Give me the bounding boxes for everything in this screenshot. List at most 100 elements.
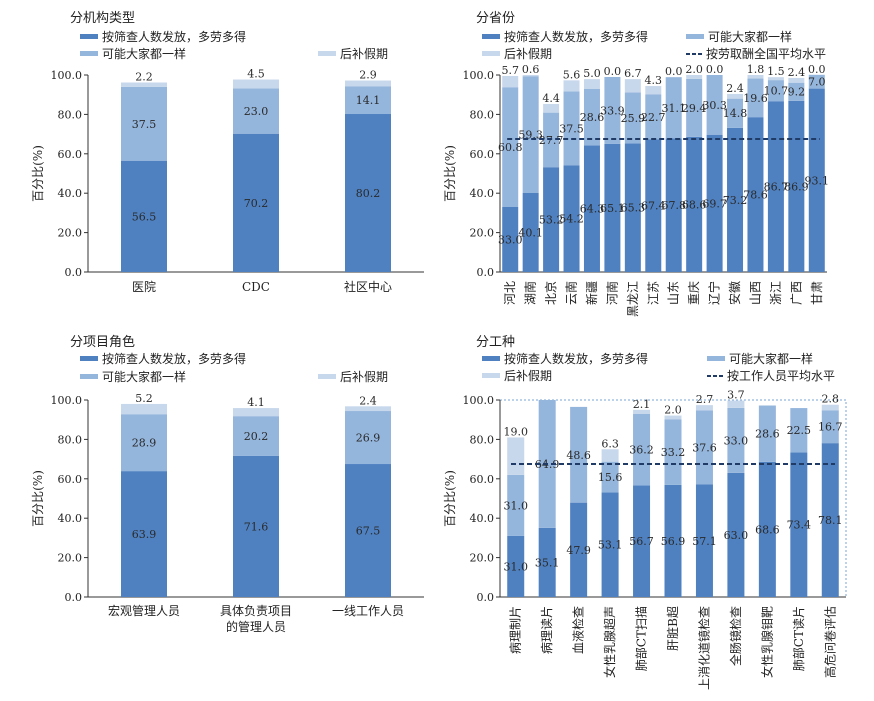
bar-segment-1 [767,80,784,102]
legend-label-series-2: 后补假期 [504,369,552,383]
bar-segment-0 [788,100,805,272]
data-label: 0.0 [665,65,683,78]
data-label: 26.9 [356,432,381,445]
data-label: 56.9 [661,535,686,548]
bar-segment-1 [664,419,682,485]
data-label: 73.4 [787,519,812,532]
y-tick-label: 80.0 [58,433,83,446]
data-label: 0.0 [604,65,622,78]
bar-segment-1 [758,405,776,462]
data-label: 56.5 [132,210,157,223]
bar-segment-2 [522,75,539,77]
data-label: 28.6 [580,111,605,124]
legend-label-series-1: 可能大家都一样 [729,351,813,366]
bar-segment-1 [706,75,723,135]
legend-label-series-0: 按筛查人数发放，多劳多得 [102,29,246,44]
bar-segment-0 [601,492,619,597]
data-label: 19.0 [503,425,528,438]
data-label: 54.2 [559,213,584,226]
bar-segment-2 [767,77,784,81]
bar-segment-1 [121,414,167,472]
y-tick-label: 20.0 [470,552,495,565]
legend-swatch-series-2 [482,51,500,56]
bar-segment-1 [727,407,745,473]
data-label: 2.4 [359,394,377,407]
data-label: 14.1 [356,94,381,107]
bar-segment-2 [601,449,619,462]
bar-segment-1 [507,474,525,536]
category-label: 具体负责项目的管理人员 [220,604,292,634]
bar-segment-0 [727,127,744,273]
bar-segment-2 [624,79,641,93]
bar-segment-1 [121,86,167,161]
legend-label-series-0: 按筛查人数发放，多劳多得 [102,351,246,366]
category-label: 山西 [748,281,762,305]
data-label: 64.3 [580,203,605,216]
chart-title: 分工种 [476,335,515,350]
bar-segment-2 [543,103,560,113]
data-label: 5.0 [583,67,601,80]
legend-label-series-2: 后补假期 [340,47,388,61]
data-label: 4.1 [247,396,265,409]
data-label: 9.2 [788,86,806,99]
bar-segment-0 [502,206,519,272]
bar-segment-1 [633,413,651,486]
category-label: 高危问卷评估 [822,606,837,678]
bar-segment-2 [788,77,805,83]
bar-segment-1 [570,406,588,503]
bar-segment-0 [664,484,682,597]
data-label: 60.8 [498,141,523,154]
bar-segment-1 [233,416,279,456]
bar-segment-0 [665,138,682,272]
bar-segment-0 [808,88,825,272]
data-label: 67.5 [356,525,381,538]
bar-segment-1 [645,94,662,140]
data-label: 78.1 [818,514,843,527]
category-label: 广西 [789,281,803,305]
data-label: 31.1 [661,102,686,115]
data-label: 67.4 [641,200,666,213]
data-label: 4.5 [247,68,265,81]
data-label: 4.4 [542,92,560,105]
legend-swatch-series-2 [318,51,336,56]
bar-segment-1 [788,82,805,101]
y-tick-label: 60.0 [470,473,495,486]
data-label: 1.5 [767,65,785,78]
category-label: 浙江 [769,281,783,305]
bar-segment-2 [727,400,745,408]
legend-swatch-series-2 [482,373,500,378]
bar-segment-2 [233,408,279,417]
bar-segment-2 [345,80,391,87]
data-label: 6.7 [624,67,642,80]
category-label: 甘肃 [810,281,824,305]
bar-segment-1 [624,92,641,144]
bar-segment-0 [121,471,167,597]
bar-segment-1 [233,88,279,134]
legend-swatch-series-0 [80,34,98,39]
data-label: 7.0 [808,76,826,89]
legend-label-series-1: 可能大家都一样 [102,369,186,384]
data-label: 31.0 [503,560,528,573]
bar-segment-2 [502,75,519,88]
data-label: 68.6 [755,523,780,536]
data-label: 69.7 [702,197,727,210]
bar-segment-2 [747,75,764,79]
category-label: 上消化道镜检查 [696,606,711,690]
category-label: 辽宁 [707,281,722,305]
category-label: 一线工作人员 [332,604,404,618]
bar-segment-1 [790,408,808,453]
legend-label-series-1: 可能大家都一样 [708,29,792,44]
bar-segment-0 [121,160,167,272]
bar-segment-2 [121,82,167,87]
category-label: 重庆 [687,281,701,305]
y-axis-label: 百分比(%) [31,145,45,202]
category-label-line: 具体负责项目 [220,604,292,618]
bar-segment-0 [233,455,279,597]
category-label: 肝脏B超 [665,606,680,651]
data-label: 35.1 [535,556,560,569]
bar-segment-0 [747,117,764,273]
category-label: 江苏 [646,281,660,305]
data-label: 3.7 [727,389,745,402]
